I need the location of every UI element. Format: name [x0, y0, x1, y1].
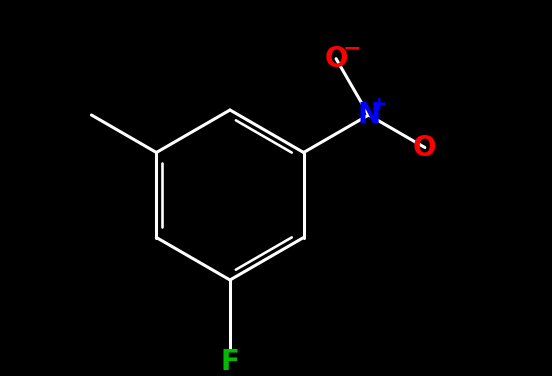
Text: N: N: [357, 101, 380, 129]
Text: −: −: [343, 39, 362, 59]
Text: O: O: [413, 133, 437, 162]
Text: F: F: [221, 348, 240, 376]
Text: O: O: [325, 45, 348, 73]
Text: +: +: [371, 96, 388, 115]
